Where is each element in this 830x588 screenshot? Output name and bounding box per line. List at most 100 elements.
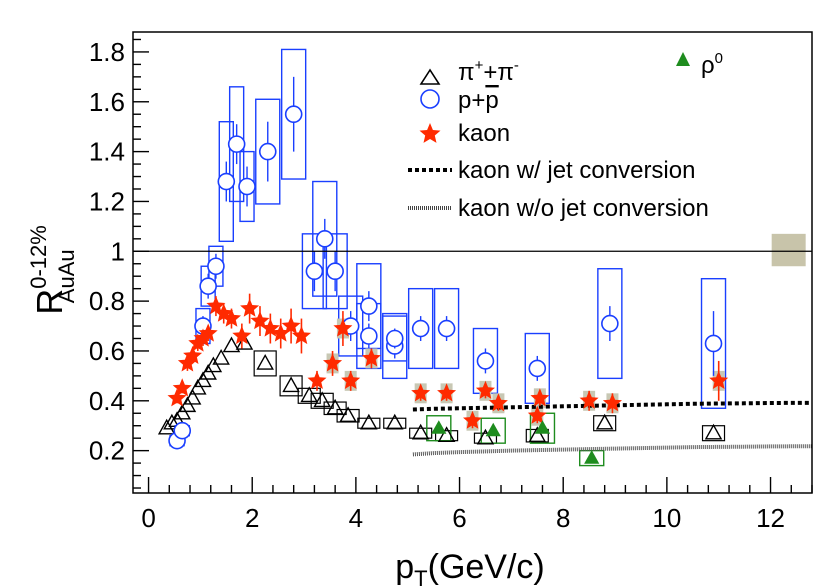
x-axis-title: pT(GeV/c) <box>395 548 545 588</box>
proton-point <box>528 359 547 378</box>
kaon-point <box>167 388 187 407</box>
y-tick-label: 1 <box>111 236 125 266</box>
kaon-point <box>333 318 353 337</box>
proton-syst-box <box>280 48 307 180</box>
kaon-point <box>341 370 361 389</box>
kaon-point <box>240 298 260 317</box>
proton-point <box>258 142 277 161</box>
kaon-point <box>602 393 622 412</box>
pion-point <box>300 386 319 403</box>
pion-point <box>256 353 274 370</box>
y-tick-label: 1.4 <box>89 137 125 167</box>
pion-point <box>339 406 357 423</box>
pion-point <box>222 336 241 353</box>
proton-syst-box <box>597 268 623 380</box>
proton-point <box>385 329 404 348</box>
proton-syst-box <box>382 315 408 362</box>
kaon-point <box>475 380 495 399</box>
kaon-point <box>530 388 550 407</box>
x-tick-label: 2 <box>245 503 259 533</box>
legend-kaon-nojet-label: kaon w/o jet conversion <box>458 195 709 222</box>
proton-point <box>315 230 334 248</box>
kaon-point <box>437 383 457 402</box>
y-axis-title: R0-12% AuAu <box>26 225 79 315</box>
legend-rho-label: ρ0 <box>701 50 723 79</box>
x-tick-label: 0 <box>141 503 155 533</box>
x-tick-label: 8 <box>556 503 570 533</box>
pion-point <box>282 376 300 393</box>
pion-point <box>163 413 181 430</box>
y-tick-label: 1.2 <box>89 186 125 216</box>
kaon-point <box>206 296 226 315</box>
kaon-point <box>291 326 311 345</box>
proton-point <box>360 297 378 315</box>
proton-syst-box <box>700 277 727 409</box>
kaon-point <box>323 353 343 372</box>
kaon-no-jet-conversion-curve <box>412 444 813 457</box>
proton-syst-box <box>312 180 338 297</box>
kaon-point <box>527 405 547 424</box>
kaon-point <box>361 348 381 367</box>
kaon-point <box>198 323 218 342</box>
proton-point <box>217 172 236 191</box>
proton-point <box>601 314 619 333</box>
pion-syst-box <box>383 417 407 429</box>
proton-point <box>360 327 378 345</box>
y-title-sub: AuAu <box>54 249 79 303</box>
kaon-point <box>281 316 301 335</box>
rho-point <box>534 420 551 434</box>
legend-proton-label: p+p <box>458 87 499 114</box>
proton-syst-box <box>433 287 460 370</box>
proton-syst-box <box>255 98 281 205</box>
pion-point <box>437 426 456 442</box>
kaon-point <box>579 390 599 409</box>
pion-point <box>411 423 430 440</box>
pion-syst-box <box>253 350 277 377</box>
pion-point <box>528 426 547 442</box>
proton-point <box>173 421 192 440</box>
kaon-point <box>411 383 431 402</box>
kaon-point <box>463 410 482 429</box>
normalization-uncertainty-box <box>771 233 806 267</box>
y-tick-label: 0.6 <box>89 336 125 366</box>
axes: 0.2 0.4 0.6 0.8 1 1.2 1.4 1.6 1.8 0 2 4 6 8 10 12 <box>89 31 813 533</box>
data-points <box>157 76 729 464</box>
x-title-sub: T <box>414 566 427 588</box>
kaon-point <box>271 323 291 342</box>
kaon-point <box>172 378 192 397</box>
kaon-point <box>250 311 270 330</box>
x-tick-label: 10 <box>652 503 681 533</box>
proton-point <box>227 135 246 153</box>
proton-point <box>207 257 225 276</box>
y-title-sup: 0-12% <box>26 225 51 289</box>
proton-point <box>476 352 495 370</box>
proton-point <box>411 319 430 338</box>
proton-point <box>199 277 217 295</box>
x-title-main: p <box>395 548 414 586</box>
legend: π++π- p+p kaon kaon w/ jet conversion ka… <box>408 50 723 222</box>
pion-point <box>313 391 331 408</box>
kaon-point <box>260 318 280 337</box>
x-tick-label: 4 <box>349 503 363 533</box>
legend-kaon-marker <box>419 123 441 143</box>
kaon-point <box>709 370 729 389</box>
x-tick-label: 6 <box>452 503 466 533</box>
kaon-point <box>222 308 241 327</box>
pion-point <box>595 413 614 430</box>
proton-point <box>238 177 256 196</box>
kaon-point <box>193 328 213 347</box>
legend-kaon-jet-label: kaon w/ jet conversion <box>458 157 695 184</box>
kaon-point <box>183 345 203 364</box>
kaon-jet-conversion-curve <box>412 400 813 412</box>
svg-text:R0-12%AuAu: R0-12% AuAu <box>26 225 79 315</box>
proton-point <box>284 105 303 124</box>
rho-point <box>485 422 501 437</box>
proton-point <box>305 262 324 281</box>
pion-point <box>235 334 254 350</box>
proton-point <box>704 334 723 353</box>
y-tick-label: 0.2 <box>89 436 125 466</box>
pion-point <box>360 413 378 430</box>
kaon-point <box>307 370 327 389</box>
